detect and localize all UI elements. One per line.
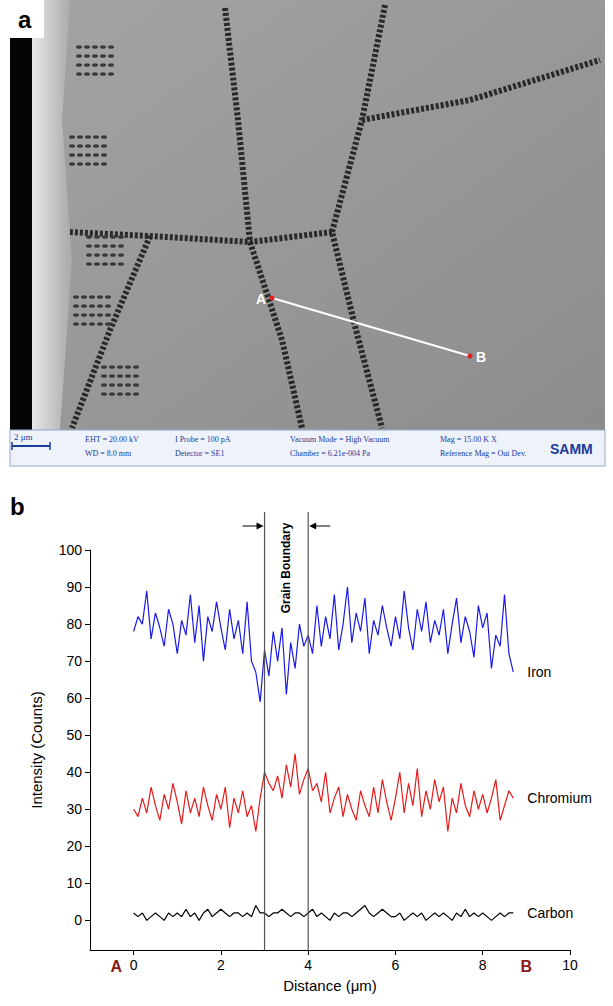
svg-text:0: 0: [74, 912, 82, 928]
svg-text:10: 10: [562, 957, 578, 973]
svg-text:Detector = SE1: Detector = SE1: [175, 449, 224, 458]
svg-text:Grain Boundary: Grain Boundary: [279, 522, 293, 613]
svg-text:6: 6: [392, 957, 400, 973]
svg-text:Mag = 15.00 K X: Mag = 15.00 K X: [440, 435, 497, 444]
svg-text:2: 2: [217, 957, 225, 973]
svg-text:WD = 8.0 mm: WD = 8.0 mm: [85, 449, 132, 458]
svg-text:50: 50: [66, 727, 82, 743]
svg-text:8: 8: [479, 957, 487, 973]
svg-text:A: A: [110, 958, 122, 975]
svg-text:Chamber = 6.21e-004 Pa: Chamber = 6.21e-004 Pa: [290, 449, 371, 458]
svg-text:B: B: [521, 958, 533, 975]
svg-text:90: 90: [66, 579, 82, 595]
svg-text:Vacuum Mode = High Vacuum: Vacuum Mode = High Vacuum: [290, 435, 390, 444]
svg-text:100: 100: [59, 542, 83, 558]
svg-text:I Probe = 100 pA: I Probe = 100 pA: [175, 435, 231, 444]
svg-text:20: 20: [66, 838, 82, 854]
svg-text:60: 60: [66, 690, 82, 706]
svg-text:0: 0: [130, 957, 138, 973]
svg-text:40: 40: [66, 764, 82, 780]
svg-text:b: b: [10, 493, 25, 520]
svg-text:70: 70: [66, 653, 82, 669]
svg-text:Intensity (Counts): Intensity (Counts): [28, 691, 45, 809]
svg-text:Iron: Iron: [527, 664, 551, 680]
svg-text:Distance (μm): Distance (μm): [283, 977, 377, 994]
svg-text:EHT = 20.00 kV: EHT = 20.00 kV: [85, 435, 139, 444]
svg-text:B: B: [476, 349, 486, 365]
svg-text:30: 30: [66, 801, 82, 817]
svg-text:80: 80: [66, 616, 82, 632]
svg-text:a: a: [18, 6, 32, 33]
svg-text:Chromium: Chromium: [527, 790, 592, 806]
svg-text:Carbon: Carbon: [527, 905, 573, 921]
svg-text:SAMM: SAMM: [550, 441, 593, 457]
svg-text:10: 10: [66, 875, 82, 891]
svg-text:A: A: [256, 291, 266, 307]
svg-text:4: 4: [304, 957, 312, 973]
svg-text:2 μm: 2 μm: [14, 432, 33, 442]
svg-text:Reference Mag = Out Dev.: Reference Mag = Out Dev.: [440, 449, 526, 458]
